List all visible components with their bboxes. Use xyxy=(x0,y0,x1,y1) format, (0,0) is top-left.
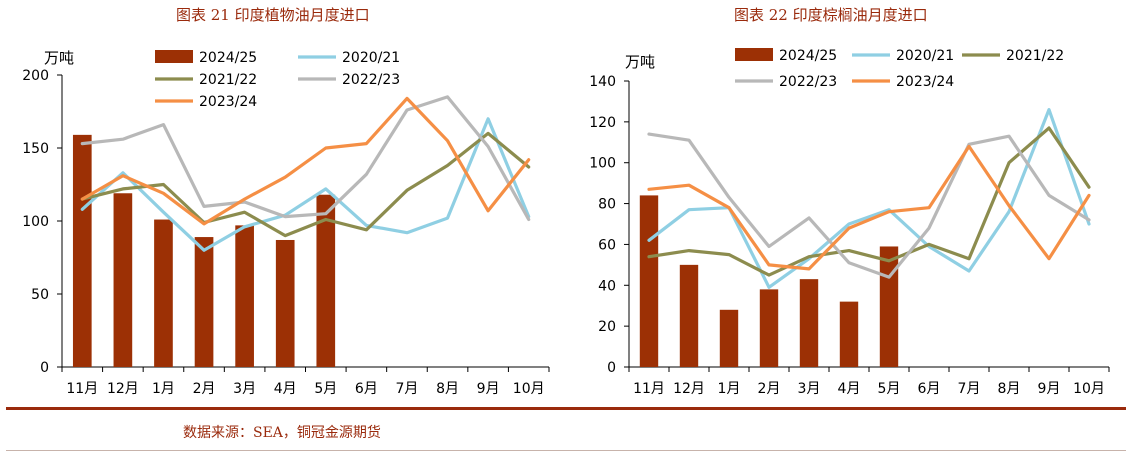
footer-divider xyxy=(6,407,1126,410)
palm-line-2021-22 xyxy=(647,126,1091,277)
veg-bar-2024-25 xyxy=(113,193,133,367)
veg-bar-2024-25 xyxy=(154,219,173,367)
palm-x-tick-label: 1月 xyxy=(718,381,741,397)
veg-bar-2024-25 xyxy=(72,134,92,367)
veg-legend-label-2024-25: 2024/25 xyxy=(199,50,257,66)
veg-y-axis-label: 万吨 xyxy=(44,49,74,67)
veg-legend-label-2021-22: 2021/22 xyxy=(199,72,257,88)
veg-x-tick-label: 3月 xyxy=(233,381,256,397)
veg-legend-label-2023-24: 2023/24 xyxy=(199,94,257,110)
palm-y-tick-label: 40 xyxy=(598,278,616,294)
palm-bar-2024-25 xyxy=(879,246,899,367)
palm-y-tick-label: 120 xyxy=(589,115,616,131)
veg-y-tick-label: 50 xyxy=(31,287,49,303)
palm-x-tick-label: 5月 xyxy=(878,381,901,397)
palm-x-tick-label: 7月 xyxy=(958,381,981,397)
veg-y-tick-label: 150 xyxy=(22,141,49,157)
veg-x-tick-label: 4月 xyxy=(274,381,297,397)
veg-y-tick-label: 0 xyxy=(40,360,49,376)
palm-bar-2024-25 xyxy=(639,195,659,367)
chart-title-left: 图表 21 印度植物油月度进口 xyxy=(176,6,370,24)
palm-y-tick-label: 80 xyxy=(598,197,616,213)
veg-x-tick-label: 9月 xyxy=(477,381,500,397)
veg-x-tick-label: 8月 xyxy=(436,381,459,397)
veg-legend-label-2020-21: 2020/21 xyxy=(342,50,400,66)
palm-bar-2024-25 xyxy=(839,301,859,367)
veg-legend-label-2022-23: 2022/23 xyxy=(342,72,400,88)
palm-x-tick-label: 4月 xyxy=(838,381,861,397)
palm-x-tick-label: 11月 xyxy=(633,381,665,397)
palm-legend-label-2020-21: 2020/21 xyxy=(896,48,954,64)
palm-y-axis-label: 万吨 xyxy=(625,53,655,71)
palm-legend-swatch-2024-25 xyxy=(735,48,773,61)
palm-y-tick-label: 140 xyxy=(589,74,616,90)
data-source: 数据来源：SEA，铜冠金源期货 xyxy=(183,425,381,441)
bottom-divider xyxy=(6,450,1126,451)
veg-x-tick-label: 10月 xyxy=(513,381,545,397)
palm-x-tick-label: 10月 xyxy=(1073,381,1105,397)
veg-bar-2024-25 xyxy=(235,225,254,367)
veg-x-tick-label: 12月 xyxy=(107,381,139,397)
palm-x-tick-label: 6月 xyxy=(918,381,941,397)
veg-line-2023-24 xyxy=(80,96,531,226)
veg-line-2021-22 xyxy=(80,131,531,238)
veg-x-tick-label: 1月 xyxy=(152,381,175,397)
veg-x-tick-label: 5月 xyxy=(314,381,337,397)
veg-line-2020-21 xyxy=(80,117,531,252)
palm-line-2023-24 xyxy=(647,144,1091,271)
veg-y-tick-label: 100 xyxy=(22,214,49,230)
palm-x-tick-label: 9月 xyxy=(1038,381,1061,397)
chart-title-right: 图表 22 印度棕榈油月度进口 xyxy=(734,6,928,24)
palm-line-2022-23 xyxy=(647,132,1091,279)
palm-legend-label-2022-23: 2022/23 xyxy=(779,74,837,90)
palm-legend-label-2021-22: 2021/22 xyxy=(1006,48,1064,64)
palm-legend-label-2023-24: 2023/24 xyxy=(896,74,954,90)
veg-x-tick-label: 7月 xyxy=(395,381,418,397)
veg-x-tick-label: 11月 xyxy=(66,381,98,397)
veg-x-tick-label: 6月 xyxy=(355,381,378,397)
palm-x-tick-label: 3月 xyxy=(798,381,821,397)
palm-bar-2024-25 xyxy=(759,289,779,367)
veg-y-tick-label: 200 xyxy=(22,68,49,84)
palm-bar-2024-25 xyxy=(799,279,819,367)
veg-line-2022-23 xyxy=(80,95,531,222)
veg-x-tick-label: 2月 xyxy=(193,381,216,397)
palm-oil-import-chart: 万吨 0 20 40 60 80 100 120 140 11月 12月 1月 2月 3月 4月 5月 6月 7月… xyxy=(589,48,1110,397)
palm-line-2020-21 xyxy=(647,107,1091,289)
palm-bar-2024-25 xyxy=(719,309,739,367)
palm-x-tick-label: 12月 xyxy=(673,381,705,397)
veg-oil-import-chart: 万吨 0 50 100 150 200 11月 12月 1月 2月 3月 4月 5月 6月 7月 8月 9月 10… xyxy=(22,49,550,397)
palm-x-tick-label: 2月 xyxy=(758,381,781,397)
palm-y-tick-label: 60 xyxy=(598,237,616,253)
veg-bar-2024-25 xyxy=(316,194,336,367)
palm-legend-label-2024-25: 2024/25 xyxy=(779,48,837,64)
palm-y-tick-label: 100 xyxy=(589,156,616,172)
veg-legend-swatch-2024-25 xyxy=(155,50,193,63)
palm-y-tick-label: 20 xyxy=(598,319,616,335)
veg-bar-2024-25 xyxy=(194,237,214,367)
veg-bar-2024-25 xyxy=(275,239,295,367)
palm-x-tick-label: 8月 xyxy=(998,381,1021,397)
palm-bar-2024-25 xyxy=(679,264,699,367)
palm-y-tick-label: 0 xyxy=(607,360,616,376)
